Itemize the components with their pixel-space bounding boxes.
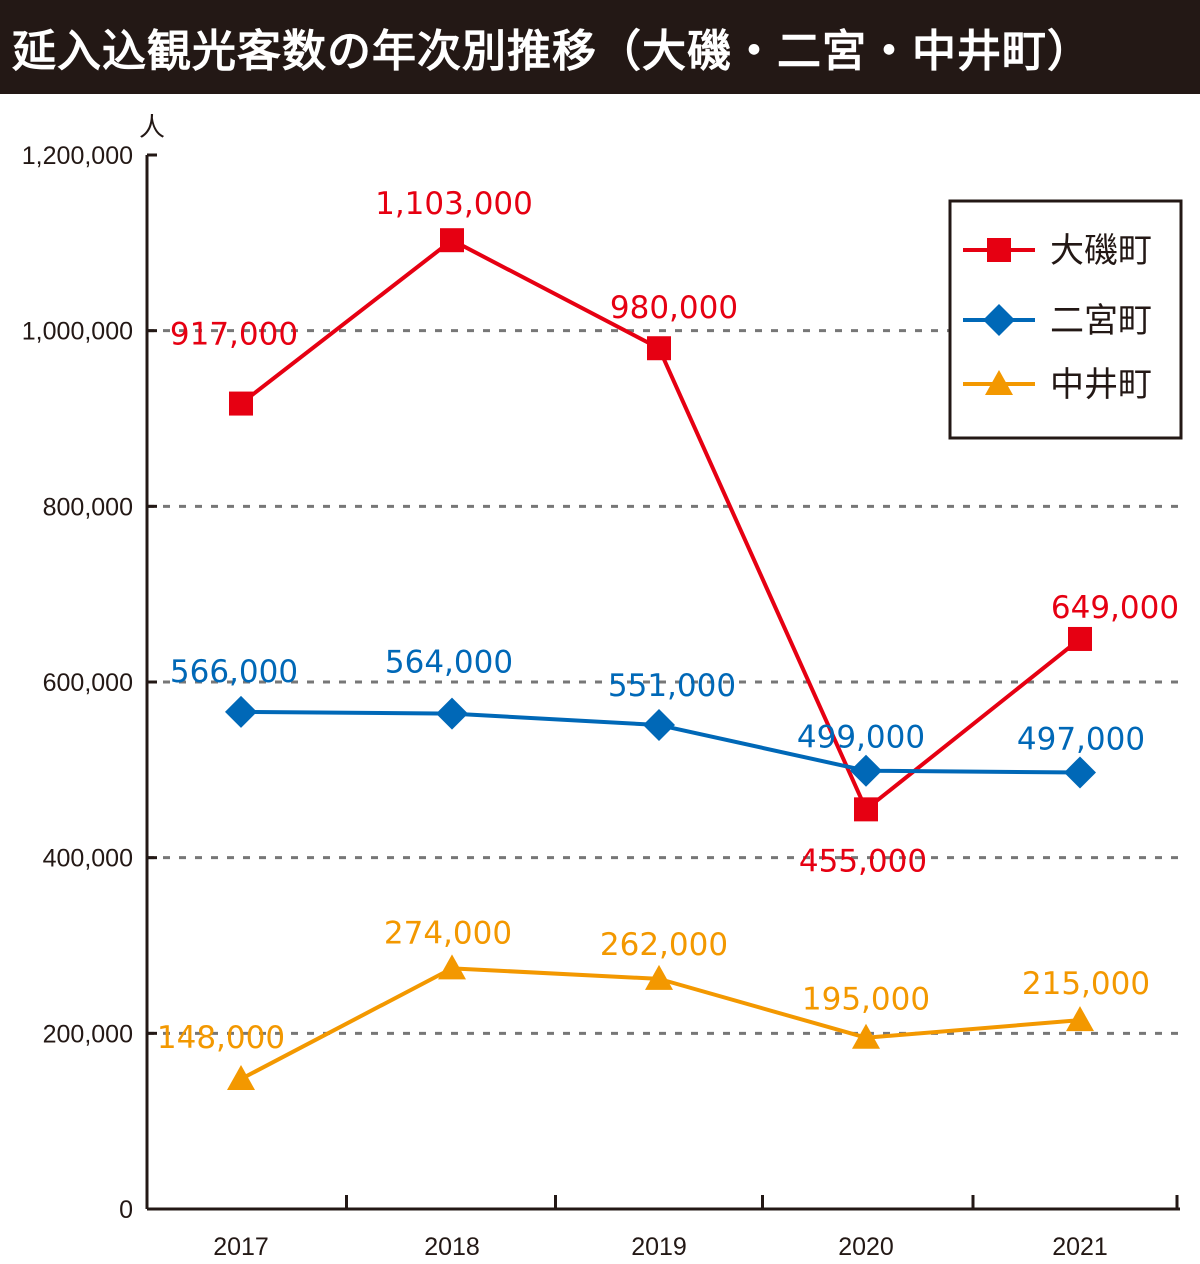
x-tick-label: 2020 [838,1233,894,1261]
data-point-oiso-2018 [440,228,464,253]
series-oiso [229,228,1092,822]
data-label-ninomiya-2021: 497,000 [1017,721,1145,757]
series-ninomiya [225,695,1096,789]
data-point-ninomiya-2018 [436,697,468,730]
data-label-ninomiya-2017: 566,000 [170,654,298,690]
data-point-nakai-2019 [645,964,673,990]
legend-item-nakai: 中井町 [963,365,1152,405]
y-tick-label: 600,000 [43,669,133,697]
data-point-ninomiya-2017 [225,695,257,728]
line-chart: 0 200,000 400,000 600,000 800,000 1,000,000 1,… [22,113,1183,1261]
legend-label: 大磯町 [1050,231,1152,271]
series-group [225,228,1096,1091]
y-tick-label: 200,000 [43,1020,133,1048]
data-label-ninomiya-2019: 551,000 [608,668,736,704]
x-tick-label: 2017 [213,1233,269,1261]
y-tick-label: 400,000 [43,845,133,873]
y-tick-label: 1,200,000 [22,142,133,170]
data-label-oiso-2020: 455,000 [799,843,927,879]
data-label-nakai-2018: 274,000 [384,915,512,951]
data-point-oiso-2017 [229,391,253,416]
data-point-ninomiya-2020 [850,754,882,787]
data-label-oiso-2019: 980,000 [610,290,738,326]
legend-label: 中井町 [1050,365,1152,405]
series-nakai [227,954,1094,1091]
data-point-nakai-2018 [438,954,466,980]
y-axis-unit-label: 人 [139,113,165,143]
grid-lines [147,329,1180,1035]
y-tick-label: 0 [119,1196,133,1224]
y-tick-label: 800,000 [43,493,133,521]
data-label-nakai-2017: 148,000 [157,1020,285,1056]
data-point-nakai-2017 [227,1065,255,1091]
legend-item-oiso: 大磯町 [963,231,1152,271]
data-point-oiso-2019 [647,336,671,361]
data-labels: 917,000 1,103,000 980,000 455,000 649,000 566… [157,186,1179,1056]
data-point-oiso-2021 [1068,626,1092,651]
legend-item-ninomiya: 二宮町 [963,301,1152,341]
data-label-nakai-2021: 215,000 [1022,966,1150,1002]
legend-marker [983,304,1015,336]
data-point-ninomiya-2019 [643,709,675,742]
data-label-ninomiya-2018: 564,000 [385,645,513,681]
x-tick-label: 2021 [1052,1233,1108,1261]
y-tick-label: 1,000,000 [22,318,133,346]
data-label-oiso-2021: 649,000 [1051,590,1179,626]
data-label-oiso-2017: 917,000 [170,317,298,353]
data-label-nakai-2019: 262,000 [600,927,728,963]
x-axis-ticks: 2017 2018 2019 2020 2021 [213,1195,1179,1261]
legend-label: 二宮町 [1050,301,1152,341]
x-tick-label: 2018 [424,1233,480,1261]
chart-title: 延入込観光客数の年次別推移（大磯・二宮・中井町） [0,0,1200,94]
data-label-nakai-2020: 195,000 [802,982,930,1018]
y-axis-ticks: 0 200,000 400,000 600,000 800,000 1,000,000 1,… [22,113,165,1224]
data-point-oiso-2020 [854,797,878,822]
data-point-nakai-2021 [1066,1006,1094,1032]
data-label-ninomiya-2020: 499,000 [797,720,925,756]
data-point-ninomiya-2021 [1064,756,1096,789]
legend-marker [987,238,1011,262]
data-label-oiso-2018: 1,103,000 [375,186,533,222]
x-tick-label: 2019 [631,1233,687,1261]
legend-marker [985,370,1013,395]
data-point-nakai-2020 [852,1023,880,1049]
